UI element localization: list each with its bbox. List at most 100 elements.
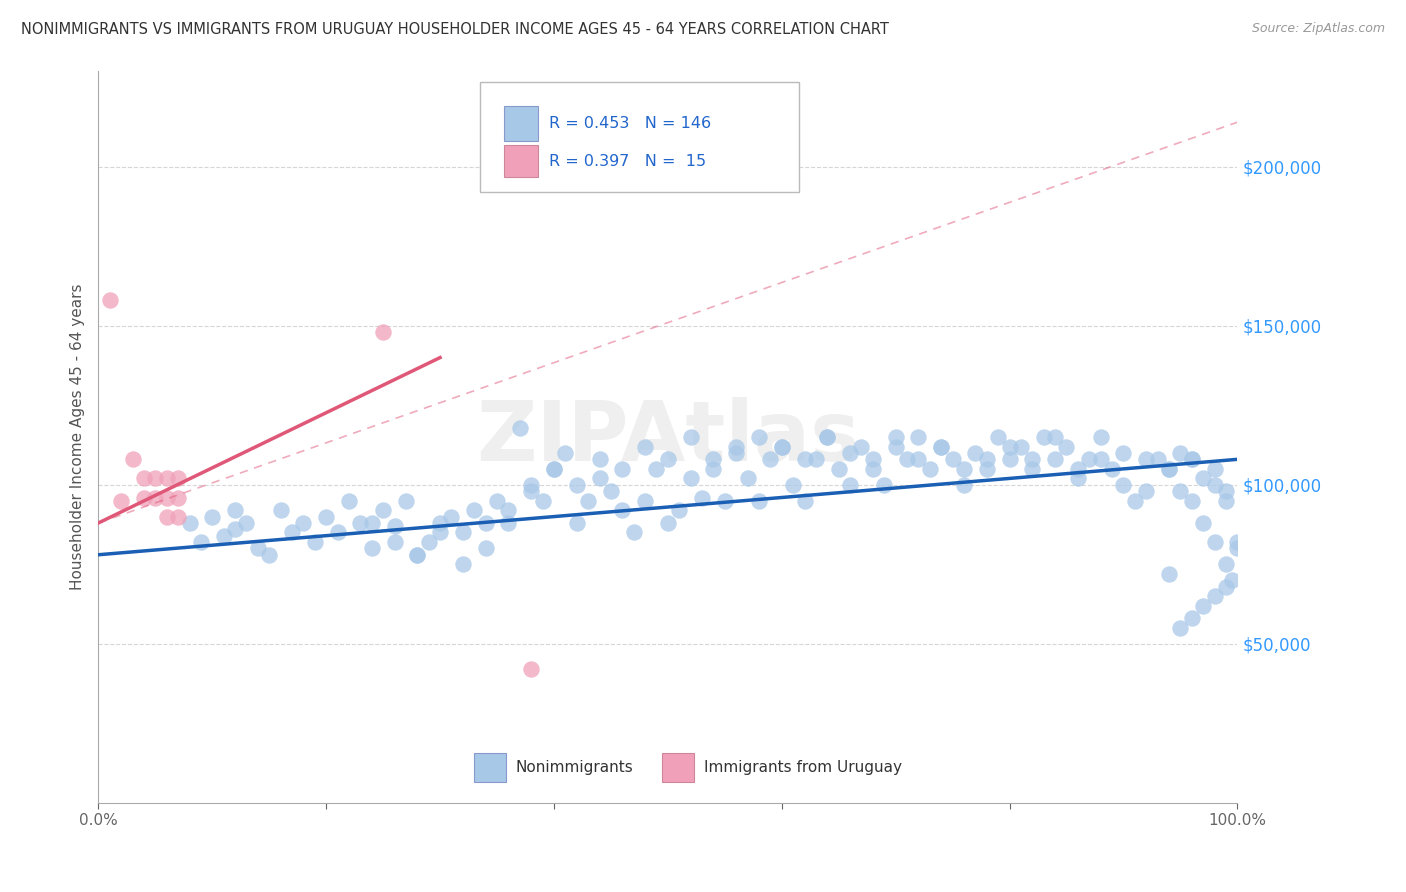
Point bbox=[554, 446, 576, 460]
Point bbox=[224, 503, 246, 517]
Point bbox=[714, 493, 737, 508]
Point bbox=[1192, 599, 1215, 613]
Text: R = 0.453   N = 146: R = 0.453 N = 146 bbox=[550, 116, 711, 131]
Point bbox=[1021, 462, 1043, 476]
Point bbox=[634, 493, 657, 508]
Point bbox=[543, 462, 565, 476]
Point bbox=[224, 522, 246, 536]
Point bbox=[451, 558, 474, 572]
Point bbox=[953, 462, 976, 476]
FancyBboxPatch shape bbox=[503, 145, 538, 178]
Point bbox=[862, 452, 884, 467]
Point bbox=[509, 420, 531, 434]
Point bbox=[1123, 493, 1146, 508]
Point bbox=[645, 462, 668, 476]
Text: Nonimmigrants: Nonimmigrants bbox=[515, 760, 633, 775]
Point bbox=[1112, 477, 1135, 491]
Point bbox=[987, 430, 1010, 444]
Point bbox=[1067, 471, 1090, 485]
Point bbox=[270, 503, 292, 517]
Point bbox=[132, 491, 155, 505]
Point bbox=[770, 440, 793, 454]
Point bbox=[737, 471, 759, 485]
Point bbox=[360, 516, 382, 530]
Point bbox=[371, 325, 394, 339]
Point bbox=[1078, 452, 1101, 467]
Point bbox=[725, 446, 748, 460]
Point bbox=[1181, 493, 1204, 508]
Point bbox=[167, 491, 190, 505]
Point bbox=[1090, 430, 1112, 444]
Point bbox=[1181, 611, 1204, 625]
Point bbox=[657, 452, 679, 467]
Point bbox=[953, 477, 976, 491]
Point bbox=[884, 440, 907, 454]
FancyBboxPatch shape bbox=[474, 753, 506, 782]
Point bbox=[384, 535, 406, 549]
Point bbox=[634, 440, 657, 454]
Point bbox=[429, 516, 451, 530]
Point bbox=[520, 484, 543, 499]
Point bbox=[235, 516, 257, 530]
Point bbox=[156, 491, 179, 505]
Point bbox=[896, 452, 918, 467]
Point bbox=[1181, 452, 1204, 467]
Point bbox=[1215, 493, 1237, 508]
Point bbox=[1220, 573, 1243, 587]
Point bbox=[657, 516, 679, 530]
Point bbox=[998, 452, 1021, 467]
Point bbox=[315, 509, 337, 524]
Point bbox=[918, 462, 941, 476]
Point bbox=[190, 535, 212, 549]
Point bbox=[976, 452, 998, 467]
Point bbox=[1204, 462, 1226, 476]
Point bbox=[828, 462, 851, 476]
Y-axis label: Householder Income Ages 45 - 64 years: Householder Income Ages 45 - 64 years bbox=[69, 284, 84, 591]
Point bbox=[292, 516, 315, 530]
Point bbox=[1170, 621, 1192, 635]
Point bbox=[1043, 452, 1066, 467]
Point bbox=[1204, 589, 1226, 603]
Point bbox=[463, 503, 485, 517]
Point bbox=[145, 491, 167, 505]
Point bbox=[565, 477, 588, 491]
Point bbox=[1226, 541, 1249, 556]
Point bbox=[167, 509, 190, 524]
Point bbox=[474, 541, 496, 556]
Point bbox=[770, 440, 793, 454]
Point bbox=[395, 493, 418, 508]
Point bbox=[1054, 440, 1078, 454]
Text: R = 0.397   N =  15: R = 0.397 N = 15 bbox=[550, 153, 707, 169]
Point bbox=[1157, 462, 1180, 476]
Point bbox=[201, 509, 224, 524]
Point bbox=[1181, 452, 1204, 467]
FancyBboxPatch shape bbox=[479, 82, 799, 192]
Text: Immigrants from Uruguay: Immigrants from Uruguay bbox=[704, 760, 903, 775]
Text: NONIMMIGRANTS VS IMMIGRANTS FROM URUGUAY HOUSEHOLDER INCOME AGES 45 - 64 YEARS C: NONIMMIGRANTS VS IMMIGRANTS FROM URUGUAY… bbox=[21, 22, 889, 37]
Point bbox=[839, 446, 862, 460]
Point bbox=[702, 452, 724, 467]
Point bbox=[349, 516, 371, 530]
Point bbox=[156, 471, 179, 485]
Point bbox=[942, 452, 965, 467]
Point bbox=[1135, 452, 1157, 467]
Point bbox=[588, 471, 610, 485]
Point bbox=[360, 541, 382, 556]
Point bbox=[1043, 430, 1066, 444]
Point bbox=[1170, 484, 1192, 499]
Point bbox=[1215, 558, 1237, 572]
Point bbox=[474, 516, 496, 530]
Point bbox=[531, 493, 554, 508]
Point bbox=[612, 503, 634, 517]
Point bbox=[498, 516, 520, 530]
Point bbox=[690, 491, 713, 505]
Point bbox=[1215, 484, 1237, 499]
Point bbox=[748, 493, 770, 508]
Point bbox=[679, 430, 702, 444]
Point bbox=[1112, 446, 1135, 460]
Point bbox=[976, 462, 998, 476]
Point bbox=[337, 493, 360, 508]
Point bbox=[600, 484, 623, 499]
Point bbox=[179, 516, 201, 530]
Point bbox=[212, 529, 235, 543]
